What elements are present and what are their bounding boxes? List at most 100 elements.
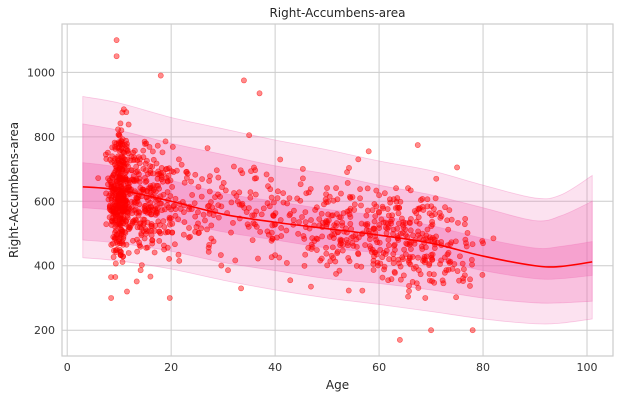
data-point-709 bbox=[268, 229, 275, 236]
data-point-420 bbox=[138, 262, 145, 268]
data-point-1002 bbox=[371, 253, 377, 260]
data-point-357 bbox=[115, 153, 121, 160]
data-point-1096 bbox=[385, 220, 391, 227]
data-point-597 bbox=[160, 218, 167, 225]
data-point-1152 bbox=[428, 252, 435, 258]
data-point-566 bbox=[125, 250, 132, 256]
data-point-507 bbox=[146, 185, 152, 192]
data-point-989 bbox=[337, 242, 343, 248]
data-point-258 bbox=[123, 109, 130, 116]
data-point-603 bbox=[161, 242, 167, 249]
plot-area bbox=[61, 23, 614, 357]
data-point-563 bbox=[152, 211, 159, 218]
data-point-652 bbox=[232, 257, 239, 264]
data-point-723 bbox=[276, 254, 283, 261]
data-point-628 bbox=[152, 188, 159, 195]
data-point-334 bbox=[120, 195, 127, 202]
data-point-1066 bbox=[415, 228, 422, 235]
data-point-559 bbox=[141, 235, 148, 242]
data-point-613 bbox=[188, 178, 195, 185]
data-point-289 bbox=[103, 190, 109, 197]
data-point-1125 bbox=[402, 226, 409, 233]
data-point-1060 bbox=[426, 270, 433, 277]
data-point-665 bbox=[215, 214, 222, 221]
data-point-538 bbox=[131, 199, 138, 206]
data-point-1128 bbox=[406, 288, 412, 294]
data-point-977 bbox=[376, 221, 383, 228]
data-point-1160 bbox=[453, 294, 459, 301]
data-point-862 bbox=[316, 216, 323, 222]
data-point-519 bbox=[125, 226, 132, 233]
data-point-912 bbox=[359, 287, 366, 294]
data-point-716 bbox=[257, 228, 264, 235]
data-point-1092 bbox=[415, 214, 422, 221]
data-point-1150 bbox=[437, 261, 443, 267]
data-point-1191 bbox=[454, 164, 460, 171]
data-point-1136 bbox=[462, 215, 469, 222]
data-point-116 bbox=[110, 254, 117, 260]
data-point-938 bbox=[366, 236, 373, 243]
data-point-326 bbox=[119, 142, 126, 149]
data-point-1151 bbox=[429, 256, 436, 263]
data-point-513 bbox=[144, 188, 151, 195]
data-point-1166 bbox=[449, 265, 456, 272]
y-axis-label: Right-Accumbens-area bbox=[7, 122, 21, 258]
data-point-1102 bbox=[362, 242, 369, 248]
data-point-586 bbox=[152, 203, 159, 210]
data-point-1114 bbox=[415, 205, 422, 212]
data-points bbox=[95, 37, 497, 343]
data-point-300 bbox=[117, 120, 124, 127]
data-point-806 bbox=[353, 263, 360, 269]
data-point-610 bbox=[172, 212, 179, 219]
data-point-670 bbox=[247, 194, 254, 201]
data-point-677 bbox=[210, 238, 217, 245]
data-point-823 bbox=[307, 186, 314, 192]
data-point-963 bbox=[397, 276, 404, 283]
data-point-1190 bbox=[303, 190, 310, 197]
data-point-821 bbox=[308, 246, 315, 252]
data-point-1172 bbox=[447, 241, 454, 248]
data-point-1117 bbox=[428, 212, 435, 219]
data-point-680 bbox=[208, 199, 214, 205]
data-point-607 bbox=[164, 229, 171, 235]
data-point-760 bbox=[302, 219, 309, 226]
data-point-1014 bbox=[406, 259, 413, 266]
data-point-1161 bbox=[469, 241, 476, 248]
data-point-678 bbox=[218, 203, 225, 210]
data-point-881 bbox=[351, 201, 358, 208]
data-point-1049 bbox=[407, 216, 414, 222]
data-point-1057 bbox=[400, 272, 407, 279]
data-point-720 bbox=[243, 209, 250, 215]
data-point-404 bbox=[118, 227, 125, 234]
data-point-1119 bbox=[432, 195, 439, 202]
data-point-729 bbox=[234, 198, 241, 205]
data-point-667 bbox=[260, 205, 267, 212]
data-point-1158 bbox=[467, 276, 473, 283]
data-point-494 bbox=[136, 201, 143, 208]
data-point-1110 bbox=[395, 256, 402, 263]
data-point-775 bbox=[296, 219, 302, 225]
data-point-959 bbox=[345, 242, 351, 249]
data-point-1073 bbox=[367, 243, 373, 250]
data-point-727 bbox=[278, 233, 285, 239]
data-point-638 bbox=[208, 222, 215, 229]
data-point-698 bbox=[206, 241, 213, 248]
data-point-1055 bbox=[430, 271, 437, 278]
data-point-317 bbox=[113, 198, 120, 205]
data-point-852 bbox=[330, 255, 337, 261]
data-point-553 bbox=[136, 178, 143, 185]
data-point-386 bbox=[125, 121, 132, 128]
data-point-1109 bbox=[423, 235, 429, 242]
data-point-1088 bbox=[433, 233, 439, 240]
data-point-375 bbox=[111, 217, 118, 224]
data-point-1156 bbox=[438, 239, 445, 245]
data-point-447 bbox=[140, 154, 147, 161]
data-point-564 bbox=[144, 219, 151, 226]
data-point-768 bbox=[302, 251, 309, 258]
data-point-1162 bbox=[452, 238, 459, 245]
data-point-788 bbox=[346, 165, 352, 171]
data-point-218 bbox=[108, 179, 115, 186]
data-point-661 bbox=[220, 179, 227, 186]
data-point-1186 bbox=[355, 156, 362, 163]
data-point-1181 bbox=[396, 336, 403, 343]
